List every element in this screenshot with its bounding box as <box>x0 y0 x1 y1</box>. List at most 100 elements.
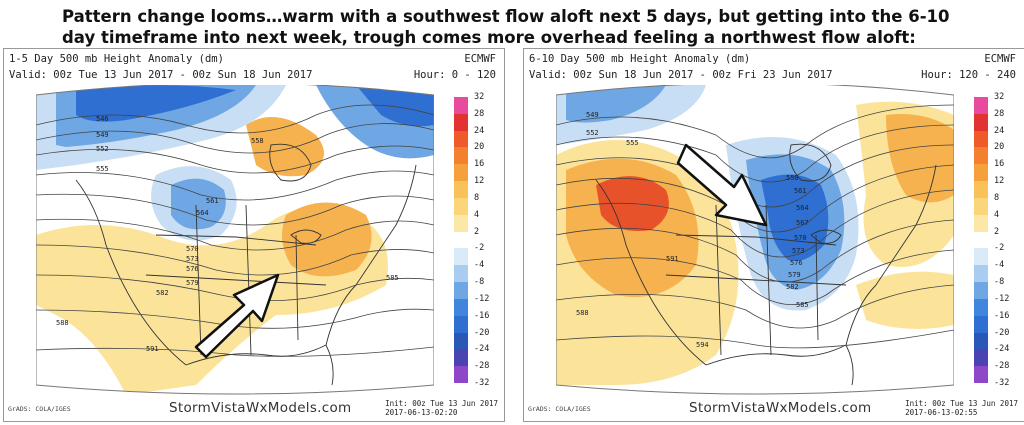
coastline-gulf <box>185 344 327 366</box>
colorbar <box>974 97 988 384</box>
colorbar-segment <box>454 366 468 384</box>
contour-label: 558 <box>786 174 799 182</box>
colorbar-segment <box>454 197 468 216</box>
contour-label: 585 <box>796 301 809 309</box>
panel-valid-range: Valid: 00z Sun 18 Jun 2017 - 00z Fri 23 … <box>529 69 833 81</box>
init-timestamp: 2017-06-13-02:55 <box>905 408 978 417</box>
colorbar-segment <box>974 366 988 384</box>
headline-caption: Pattern change looms…warm with a southwe… <box>62 7 950 47</box>
colorbar-segment <box>974 248 988 266</box>
contour-label: 561 <box>206 197 219 205</box>
colorbar-segment <box>974 265 988 283</box>
contour-label: 579 <box>788 271 801 279</box>
map-panel-1-5-day: 1-5 Day 500 mb Height Anomaly (dm) Valid… <box>3 48 505 422</box>
positive-anomaly-atlantic <box>856 271 954 329</box>
colorbar-segment <box>454 181 468 199</box>
colorbar-tick-label: 28 <box>994 108 1005 119</box>
contour-label: 573 <box>792 247 805 255</box>
colorbar-segment <box>454 231 468 249</box>
contour-label: 567 <box>796 219 809 227</box>
contour-label: 588 <box>56 319 69 327</box>
colorbar-tick-label: 2 <box>474 226 480 237</box>
colorbar-segment <box>974 298 988 317</box>
contour-label: 594 <box>696 341 709 349</box>
colorbar-segment <box>974 147 988 165</box>
colorbar-segment <box>454 248 468 266</box>
colorbar-segment <box>454 315 468 334</box>
colorbar-segment <box>454 113 468 132</box>
anomaly-map: 546 549 552 555 558 561 564 570 573 576 … <box>36 85 434 395</box>
colorbar-tick-label: 24 <box>474 125 485 136</box>
colorbar-tick-label: -32 <box>474 378 490 388</box>
colorbar-segment <box>974 282 988 300</box>
map-panel-6-10-day: 6-10 Day 500 mb Height Anomaly (dm) Vali… <box>523 48 1024 422</box>
colorbar-segment <box>974 113 988 132</box>
colorbar-tick-label: -28 <box>994 361 1010 372</box>
model-label: ECMWF <box>464 53 496 65</box>
colorbar-segment <box>454 282 468 300</box>
colorbar-tick-label: -24 <box>474 344 490 355</box>
colorbar-tick-label: -12 <box>474 293 490 304</box>
colorbar-tick-label: -28 <box>474 361 490 372</box>
colorbar-segment <box>974 181 988 199</box>
colorbar-tick-label: 28 <box>474 108 485 119</box>
colorbar-segment <box>974 214 988 233</box>
coastline-west <box>75 179 187 366</box>
grads-credit: GrADS: COLA/IGES <box>528 405 591 413</box>
colorbar-tick-label: -24 <box>994 344 1010 355</box>
init-timestamp: 2017-06-13-02:20 <box>385 408 458 417</box>
colorbar-segment <box>454 265 468 283</box>
colorbar-tick-label: -16 <box>994 310 1010 321</box>
contour-label: 579 <box>186 279 199 287</box>
contour-label: 552 <box>586 129 599 137</box>
colorbar-tick-label: -32 <box>994 378 1010 388</box>
hour-range: Hour: 0 - 120 <box>413 69 496 81</box>
contour-label: 576 <box>186 265 199 273</box>
contour-label: 591 <box>146 345 159 353</box>
colorbar <box>454 97 468 384</box>
contour-label: 576 <box>790 259 803 267</box>
panel-valid-range: Valid: 00z Tue 13 Jun 2017 - 00z Sun 18 … <box>9 69 313 81</box>
colorbar-tick-label: -12 <box>994 293 1010 304</box>
colorbar-tick-label: -20 <box>474 327 490 338</box>
contour-label: 582 <box>156 289 169 297</box>
northwest-flow-arrow <box>676 143 768 227</box>
contour-label: 573 <box>186 255 199 263</box>
colorbar-tick-label: 2 <box>994 226 1000 237</box>
colorbar-tick-label: 8 <box>994 192 1000 203</box>
colorbar-tick-label: 4 <box>994 209 1000 220</box>
great-lakes <box>290 229 322 244</box>
contour-label: 555 <box>626 139 639 147</box>
init-time: Init: 00z Tue 13 Jun 2017 2017-06-13-02:… <box>905 399 1018 417</box>
colorbar-segment <box>974 130 988 148</box>
florida <box>325 344 334 386</box>
contour-label: 564 <box>796 204 809 212</box>
colorbar-segment <box>454 214 468 233</box>
contour-label: 585 <box>386 274 399 282</box>
colorbar-segment <box>974 97 988 115</box>
init-line: Init: 00z Tue 13 Jun 2017 <box>905 399 1018 408</box>
colorbar-tick-label: 12 <box>474 176 485 187</box>
colorbar-tick-label: -8 <box>994 277 1005 288</box>
contour-label: 582 <box>786 283 799 291</box>
colorbar-tick-label: 16 <box>994 159 1005 170</box>
panel-title: 6-10 Day 500 mb Height Anomaly (dm) <box>529 53 751 65</box>
source-footer: StormVistaWxModels.com <box>169 400 352 416</box>
colorbar-segment <box>974 164 988 182</box>
colorbar-tick-label: -4 <box>994 260 1005 271</box>
grads-credit: GrADS: COLA/IGES <box>8 405 71 413</box>
colorbar-tick-label: 32 <box>474 92 485 102</box>
colorbar-tick-label: 20 <box>474 142 485 153</box>
contour-label: 564 <box>196 209 209 217</box>
colorbar-tick-label: 24 <box>994 125 1005 136</box>
contour-label: 561 <box>794 187 807 195</box>
hudson-bay <box>269 143 312 182</box>
colorbar-tick-label: 8 <box>474 192 480 203</box>
colorbar-segment <box>974 349 988 367</box>
southwest-flow-arrow <box>194 273 280 359</box>
contour-label: 546 <box>96 115 109 123</box>
colorbar-segment <box>454 298 468 317</box>
init-time: Init: 00z Tue 13 Jun 2017 2017-06-13-02:… <box>385 399 498 417</box>
panel-title: 1-5 Day 500 mb Height Anomaly (dm) <box>9 53 224 65</box>
colorbar-tick-label: -16 <box>474 310 490 321</box>
